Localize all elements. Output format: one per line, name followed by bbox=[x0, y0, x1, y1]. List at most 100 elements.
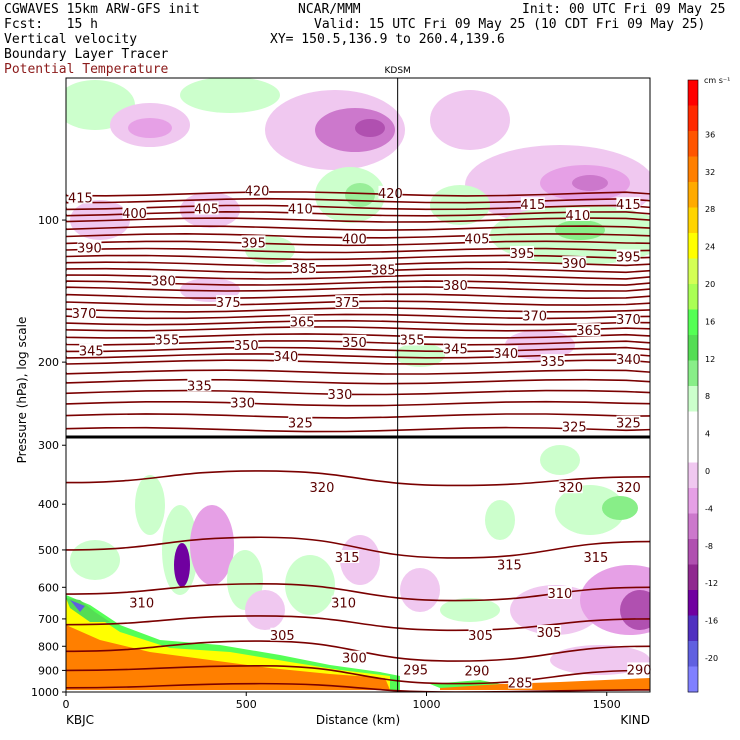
init-time: Init: 00 UTC Fri 09 May 25 bbox=[522, 2, 726, 17]
theta-label: 315 bbox=[584, 551, 609, 566]
vv-blob bbox=[190, 505, 234, 585]
theta-contour bbox=[66, 267, 650, 274]
theta-label: 345 bbox=[79, 345, 104, 360]
vv-blob bbox=[340, 535, 380, 585]
theta-label-bg bbox=[194, 201, 219, 215]
right-station-label: KIND bbox=[620, 713, 650, 727]
theta-label: 375 bbox=[216, 296, 241, 311]
vv-blob bbox=[128, 118, 172, 138]
theta-label: 340 bbox=[616, 353, 641, 368]
theta-label-bg bbox=[245, 183, 270, 197]
theta-label-bg bbox=[464, 231, 489, 245]
plot-frame bbox=[65, 77, 651, 693]
velocity-colorbar: 36 32 28 24 20 16 12 8 4 0 -4 -8 -12 -16 -20 bbox=[687, 79, 718, 693]
theta-label-bg bbox=[335, 549, 360, 563]
colorbar-swatch bbox=[688, 437, 698, 463]
theta-label-bg bbox=[508, 675, 533, 689]
colorbar-swatch bbox=[688, 386, 698, 412]
theta-label: 295 bbox=[403, 663, 428, 678]
theta-contour bbox=[66, 470, 650, 487]
vv-blob bbox=[135, 475, 165, 535]
theta-label: 365 bbox=[576, 324, 601, 339]
theta-label: 390 bbox=[77, 242, 102, 257]
colorbar-swatch bbox=[688, 615, 698, 642]
forecast-hour: Fcst: 15 h bbox=[4, 17, 98, 32]
theta-label-bg bbox=[562, 419, 587, 433]
theta-label-bg bbox=[443, 278, 468, 292]
theta-label: 340 bbox=[273, 350, 298, 365]
theta-label: 395 bbox=[616, 250, 641, 265]
vv-blob bbox=[345, 183, 375, 207]
theta-label-bg bbox=[616, 197, 641, 211]
theta-label-bg bbox=[154, 332, 179, 346]
colorbar-tick-label: 4 bbox=[705, 430, 710, 439]
theta-label-bg bbox=[540, 354, 565, 368]
colorbar-swatch bbox=[688, 360, 698, 387]
theta-contour bbox=[66, 378, 650, 385]
theta-label: 300 bbox=[342, 652, 367, 667]
theta-label-bg bbox=[497, 557, 522, 571]
theta-label-bg bbox=[616, 249, 641, 263]
theta-label-bg bbox=[241, 235, 266, 249]
theta-contour bbox=[66, 217, 650, 223]
vv-blob bbox=[245, 590, 285, 630]
theta-label: 315 bbox=[335, 551, 360, 566]
theta-contour bbox=[66, 274, 650, 280]
theta-label: 390 bbox=[562, 257, 587, 272]
theta-label: 330 bbox=[230, 397, 255, 412]
theta-label-bg bbox=[616, 480, 641, 494]
theta-contour bbox=[66, 319, 650, 326]
theta-label: 380 bbox=[151, 275, 176, 290]
colorbar-swatch bbox=[688, 513, 698, 540]
theta-label: 365 bbox=[290, 316, 315, 331]
colorbar-tick-label: 16 bbox=[705, 317, 715, 326]
theta-label: 350 bbox=[234, 339, 259, 354]
y-axis: 100 200 300 400 500 600 700 800 900 1000 bbox=[31, 214, 66, 699]
colorbar-swatch bbox=[688, 156, 698, 183]
colorbar-swatch bbox=[688, 233, 698, 259]
theta-label-bg bbox=[403, 662, 428, 676]
theta-label-bg bbox=[290, 314, 315, 328]
theta-label: 415 bbox=[520, 198, 545, 213]
theta-contour bbox=[66, 286, 650, 292]
potential-temperature-labels: 415 420 420 415 415 400 405 410 410 390 395 400 405 3… bbox=[68, 183, 652, 692]
vv-blob bbox=[400, 568, 440, 612]
theta-label: 320 bbox=[310, 481, 335, 496]
theta-label-bg bbox=[234, 338, 259, 352]
colorbar-frame bbox=[687, 79, 699, 693]
vv-blob bbox=[602, 496, 638, 520]
theta-contour bbox=[66, 240, 650, 247]
theta-contour bbox=[66, 247, 650, 254]
theta-label: 335 bbox=[540, 355, 565, 370]
theta-label-bg bbox=[72, 305, 97, 319]
theta-label-bg bbox=[273, 348, 298, 362]
theta-label-bg bbox=[151, 273, 176, 287]
theta-label-bg bbox=[187, 378, 212, 392]
theta-label-bg bbox=[468, 627, 493, 641]
y-tick-label: 500 bbox=[38, 544, 59, 557]
vv-blob bbox=[430, 185, 490, 225]
theta-label-bg bbox=[547, 586, 572, 600]
vv-blob bbox=[355, 119, 385, 137]
theta-label-bg bbox=[327, 387, 352, 401]
vv-blob bbox=[620, 590, 650, 630]
theta-contour bbox=[66, 313, 650, 320]
theta-contour bbox=[66, 400, 650, 407]
theta-label: 350 bbox=[342, 336, 367, 351]
theta-label: 320 bbox=[616, 481, 641, 496]
colorbar-tick-label: 12 bbox=[705, 355, 715, 364]
theta-label-bg bbox=[616, 352, 641, 366]
colorbar-swatch bbox=[688, 539, 698, 565]
y-tick-label: 600 bbox=[38, 581, 59, 594]
colorbar-swatch bbox=[688, 182, 698, 208]
field-vertical-velocity: Vertical velocity bbox=[4, 32, 138, 47]
colorbar-swatch bbox=[688, 80, 698, 106]
theta-label: 420 bbox=[245, 185, 270, 200]
theta-label-bg bbox=[331, 595, 356, 609]
theta-contour bbox=[66, 280, 650, 286]
theta-label: 400 bbox=[342, 233, 367, 248]
theta-label: 320 bbox=[558, 481, 583, 496]
boundary-layer-band bbox=[440, 678, 650, 690]
colorbar-swatch bbox=[688, 284, 698, 310]
